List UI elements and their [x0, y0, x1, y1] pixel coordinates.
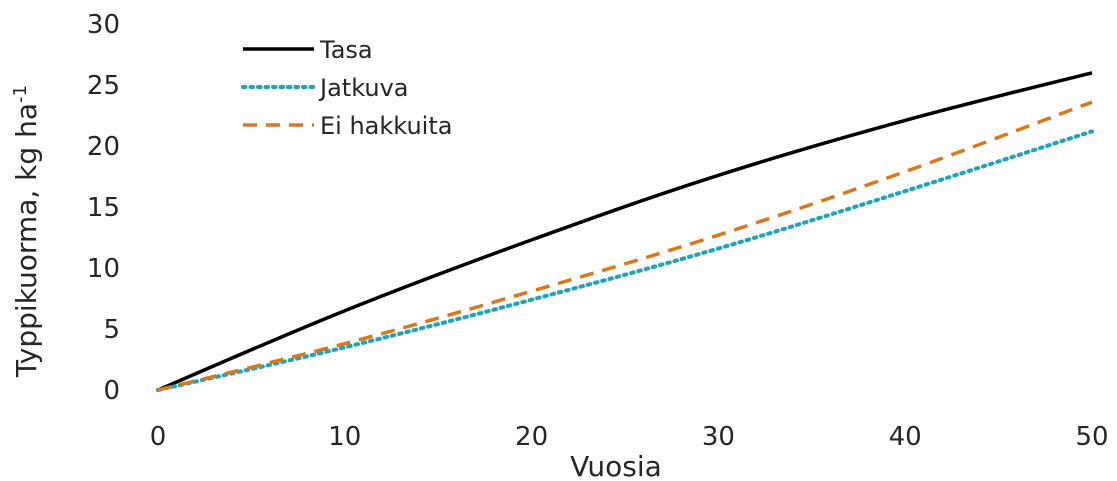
y-tick-label: 25: [87, 71, 120, 101]
x-tick-label: 40: [889, 422, 922, 452]
y-tick-label: 30: [87, 10, 120, 40]
y-axis-ticks: 0 5 10 15 20 25 30: [87, 10, 120, 406]
x-tick-label: 10: [328, 422, 361, 452]
x-axis-title: Vuosia: [570, 450, 662, 481]
legend: Tasa Jatkuva Ei hakkuita: [241, 36, 452, 140]
y-tick-label: 10: [87, 254, 120, 284]
series-line-jatkuva: [156, 129, 1094, 392]
y-axis-title-main: Typpikuorma, kg ha: [10, 103, 43, 378]
legend-label: Jatkuva: [318, 74, 408, 102]
x-tick-label: 0: [150, 422, 167, 452]
y-tick-label: 15: [87, 193, 120, 223]
series-line-tasa: [157, 71, 1093, 392]
series-lines: [156, 71, 1094, 392]
x-tick-label: 20: [515, 422, 548, 452]
x-axis-ticks: 0 10 20 30 40 50: [150, 422, 1109, 452]
x-tick-label: 50: [1075, 422, 1108, 452]
y-tick-label: 20: [87, 132, 120, 162]
series-line-ei-hakkuita: [157, 100, 1093, 392]
legend-label: Tasa: [319, 36, 373, 64]
y-axis-title-superscript: -1: [10, 85, 31, 103]
y-axis-title: Typpikuorma, kg ha-1: [10, 85, 43, 378]
legend-label: Ei hakkuita: [320, 112, 452, 140]
y-tick-label: 5: [103, 315, 120, 345]
y-tick-label: 0: [103, 376, 120, 406]
x-tick-label: 30: [702, 422, 735, 452]
